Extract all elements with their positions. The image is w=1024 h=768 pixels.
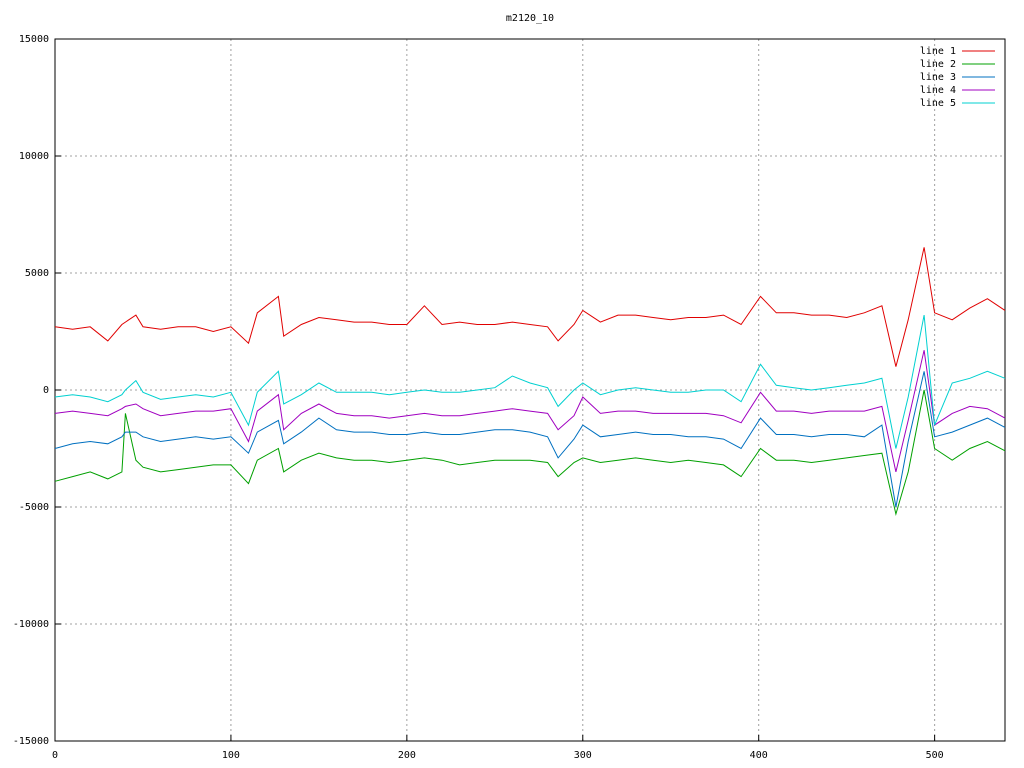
legend-label: line 4 xyxy=(920,85,956,96)
data-line xyxy=(54,315,1006,449)
legend-label: line 5 xyxy=(920,98,956,109)
y-tick-label: 10000 xyxy=(19,151,49,162)
y-tick-label: -15000 xyxy=(13,736,49,747)
x-tick-label: 200 xyxy=(398,750,416,761)
legend-label: line 3 xyxy=(920,72,956,83)
legend-label: line 1 xyxy=(920,46,956,57)
y-tick-label: 15000 xyxy=(19,34,49,45)
data-line xyxy=(54,371,1006,508)
plot-frame xyxy=(54,38,1006,742)
chart-title: m2120_10 xyxy=(506,13,554,24)
y-tick-label: -5000 xyxy=(19,502,49,513)
x-tick-label: 0 xyxy=(52,750,58,761)
x-tick-label: 400 xyxy=(750,750,768,761)
y-tick-label: 5000 xyxy=(25,268,49,279)
data-line xyxy=(54,389,1006,516)
legend-label: line 2 xyxy=(920,59,956,70)
y-tick-label: -10000 xyxy=(13,619,49,630)
x-tick-label: 300 xyxy=(574,750,592,761)
x-tick-label: 500 xyxy=(926,750,944,761)
data-line xyxy=(54,247,1006,367)
x-tick-label: 100 xyxy=(222,750,240,761)
data-line xyxy=(54,350,1006,473)
y-tick-label: 0 xyxy=(43,385,49,396)
